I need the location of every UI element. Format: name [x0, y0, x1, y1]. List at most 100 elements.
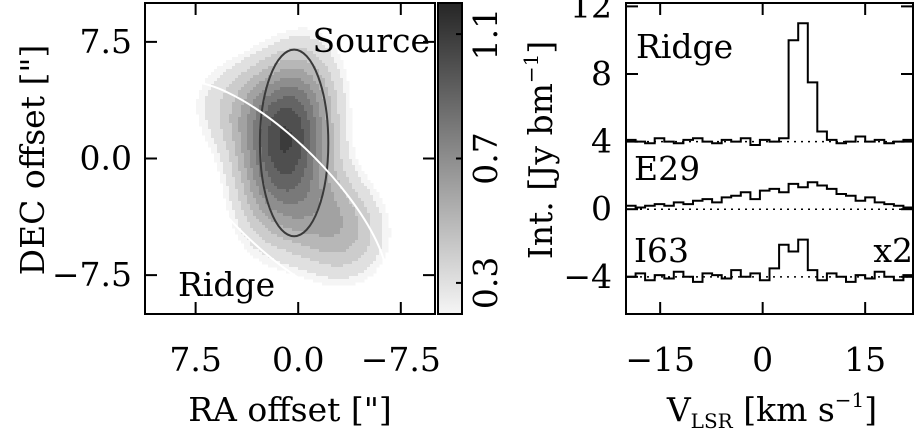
- map-pixel: [340, 240, 344, 244]
- map-pixel: [223, 150, 227, 154]
- map-pixel: [238, 129, 242, 133]
- map-pixel: [277, 144, 281, 148]
- map-pixel: [277, 189, 281, 193]
- map-pixel: [298, 57, 302, 61]
- map-pixel: [319, 93, 323, 97]
- map-pixel: [277, 39, 281, 43]
- map-pixel: [289, 51, 293, 55]
- map-pixel: [274, 69, 278, 73]
- map-pixel: [316, 231, 320, 235]
- map-pixel: [304, 141, 308, 145]
- map-pixel: [256, 144, 260, 148]
- map-pixel: [250, 153, 254, 157]
- map-pixel: [340, 216, 344, 220]
- map-pixel: [328, 72, 332, 76]
- map-pixel: [343, 237, 347, 241]
- map-pixel: [343, 276, 347, 280]
- map-pixel: [229, 156, 233, 160]
- map-pixel: [289, 156, 293, 160]
- map-pixel: [340, 225, 344, 229]
- map-pixel: [205, 114, 209, 118]
- map-pixel: [316, 264, 320, 268]
- map-pixel: [280, 132, 284, 136]
- map-pixel: [349, 210, 353, 214]
- map-pixel: [337, 153, 341, 157]
- map-pixel: [355, 183, 359, 187]
- map-pixel: [295, 144, 299, 148]
- map-pixel: [379, 210, 383, 214]
- map-pixel: [226, 177, 230, 181]
- map-pixel: [316, 225, 320, 229]
- map-pixel: [331, 57, 335, 61]
- map-pixel: [265, 129, 269, 133]
- map-pixel: [232, 117, 236, 121]
- map-pixel: [244, 168, 248, 172]
- map-pixel: [301, 123, 305, 127]
- map-pixel: [370, 234, 374, 238]
- map-pixel: [250, 171, 254, 175]
- map-pixel: [283, 105, 287, 109]
- map-pixel: [334, 219, 338, 223]
- map-pixel: [250, 87, 254, 91]
- map-pixel: [367, 189, 371, 193]
- map-pixel: [280, 204, 284, 208]
- map-pixel: [304, 30, 308, 34]
- map-pixel: [382, 213, 386, 217]
- map-pixel: [367, 228, 371, 232]
- map-pixel: [241, 150, 245, 154]
- map-pixel: [289, 123, 293, 127]
- map-pixel: [319, 150, 323, 154]
- map-pixel: [331, 135, 335, 139]
- map-pixel: [301, 36, 305, 40]
- map-pixel: [247, 249, 251, 253]
- map-pixel: [334, 93, 338, 97]
- map-pixel: [289, 114, 293, 118]
- map-pixel: [328, 129, 332, 133]
- map-pixel: [337, 54, 341, 58]
- map-pixel: [358, 177, 362, 181]
- map-pixel: [334, 114, 338, 118]
- map-pixel: [235, 156, 239, 160]
- map-pixel: [349, 282, 353, 286]
- map-pixel: [331, 273, 335, 277]
- map-pixel: [319, 138, 323, 142]
- map-pixel: [313, 93, 317, 97]
- map-pixel: [223, 81, 227, 85]
- map-pixel: [259, 249, 263, 253]
- map-pixel: [211, 129, 215, 133]
- map-pixel: [277, 96, 281, 100]
- map-pixel: [274, 162, 278, 166]
- map-pixel: [304, 129, 308, 133]
- map-pixel: [277, 99, 281, 103]
- map-pixel: [304, 51, 308, 55]
- map-pixel: [220, 147, 224, 151]
- map-pixel: [298, 228, 302, 232]
- map-pixel: [280, 81, 284, 85]
- map-pixel: [382, 204, 386, 208]
- map-pixel: [334, 48, 338, 52]
- map-pixel: [256, 156, 260, 160]
- map-pixel: [370, 237, 374, 241]
- map-pixel: [286, 39, 290, 43]
- map-pixel: [259, 252, 263, 256]
- map-pixel: [205, 93, 209, 97]
- map-pixel: [226, 84, 230, 88]
- map-pixel: [340, 126, 344, 130]
- map-pixel: [283, 75, 287, 79]
- map-pixel: [238, 120, 242, 124]
- map-pixel: [304, 78, 308, 82]
- map-pixel: [331, 240, 335, 244]
- map-pixel: [283, 195, 287, 199]
- map-pixel: [229, 120, 233, 124]
- map-pixel: [298, 273, 302, 277]
- map-pixel: [304, 27, 308, 31]
- map-pixel: [244, 72, 248, 76]
- map-pixel: [280, 84, 284, 88]
- map-pixel: [337, 267, 341, 271]
- map-pixel: [310, 189, 314, 193]
- map-pixel: [304, 33, 308, 37]
- map-pixel: [331, 192, 335, 196]
- map-pixel: [283, 87, 287, 91]
- map-pixel: [274, 234, 278, 238]
